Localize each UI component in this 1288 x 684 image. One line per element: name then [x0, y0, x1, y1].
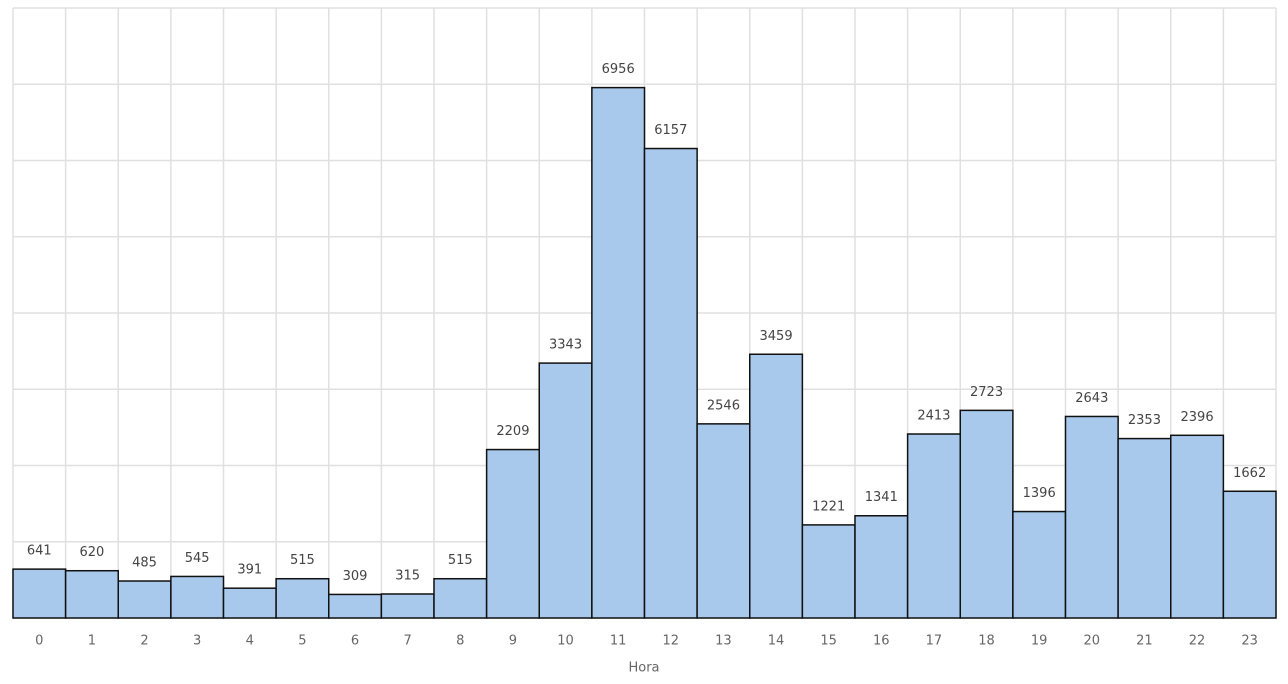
value-label: 620: [80, 545, 105, 560]
x-axis-label: Hora: [628, 661, 659, 676]
value-label: 1341: [865, 490, 898, 505]
value-label: 485: [132, 556, 157, 571]
x-tick-label: 16: [873, 634, 890, 649]
bar: [801, 524, 856, 619]
bar: [1117, 437, 1172, 619]
bar: [64, 569, 119, 619]
x-tick-label: 3: [193, 634, 201, 649]
value-label: 6157: [654, 123, 687, 138]
x-tick-label: 23: [1241, 634, 1258, 649]
bar: [12, 568, 67, 619]
x-tick-label: 21: [1136, 634, 1153, 649]
bar: [380, 593, 435, 619]
value-label: 515: [448, 553, 473, 568]
bar: [1012, 510, 1067, 619]
x-tick-label: 22: [1189, 634, 1206, 649]
value-label: 545: [185, 551, 210, 566]
bar: [1170, 434, 1225, 619]
value-label: 1221: [812, 499, 845, 514]
value-label: 315: [395, 568, 420, 583]
bar: [749, 353, 804, 619]
value-label: 1396: [1023, 486, 1056, 501]
bar: [170, 575, 225, 619]
value-label: 2413: [917, 409, 950, 424]
x-tick-label: 19: [1031, 634, 1048, 649]
bar: [959, 409, 1014, 619]
value-label: 515: [290, 553, 315, 568]
x-tick-label: 7: [404, 634, 412, 649]
value-label: 3459: [760, 329, 793, 344]
x-tick-label: 1: [88, 634, 96, 649]
bar: [696, 423, 751, 619]
bar: [433, 577, 488, 619]
x-tick-label: 2: [140, 634, 148, 649]
x-tick-label: 4: [246, 634, 254, 649]
x-tick-label: 0: [35, 634, 43, 649]
x-tick-label: 20: [1084, 634, 1101, 649]
bar: [328, 593, 383, 619]
x-tick-label: 8: [456, 634, 464, 649]
bar: [538, 362, 593, 619]
bar: [117, 580, 172, 619]
value-label: 3343: [549, 338, 582, 353]
bar: [485, 448, 540, 619]
bar: [643, 147, 698, 619]
value-label: 641: [27, 544, 52, 559]
bar: [222, 587, 277, 619]
x-tick-label: 13: [715, 634, 732, 649]
x-tick-label: 15: [820, 634, 837, 649]
bar: [906, 433, 961, 619]
value-label: 2546: [707, 398, 740, 413]
x-tick-label: 6: [351, 634, 359, 649]
value-label: 2209: [496, 424, 529, 439]
value-label: 1662: [1233, 466, 1266, 481]
x-tick-label: 9: [509, 634, 517, 649]
value-label: 391: [237, 563, 262, 578]
value-label: 2353: [1128, 413, 1161, 428]
value-label: 2643: [1075, 391, 1108, 406]
x-tick-label: 5: [298, 634, 306, 649]
bar: [591, 86, 646, 619]
value-label: 309: [343, 569, 368, 584]
x-tick-label: 11: [610, 634, 627, 649]
bar: [1064, 415, 1119, 619]
x-tick-label: 18: [978, 634, 995, 649]
x-tick-label: 14: [768, 634, 785, 649]
bar: [275, 577, 330, 619]
value-label: 2723: [970, 385, 1003, 400]
x-tick-label: 12: [663, 634, 680, 649]
x-tick-label: 17: [926, 634, 943, 649]
bar: [1222, 490, 1277, 619]
value-label: 6956: [602, 62, 635, 77]
value-label: 2396: [1181, 410, 1214, 425]
x-tick-label: 10: [557, 634, 574, 649]
bar: [854, 514, 909, 619]
